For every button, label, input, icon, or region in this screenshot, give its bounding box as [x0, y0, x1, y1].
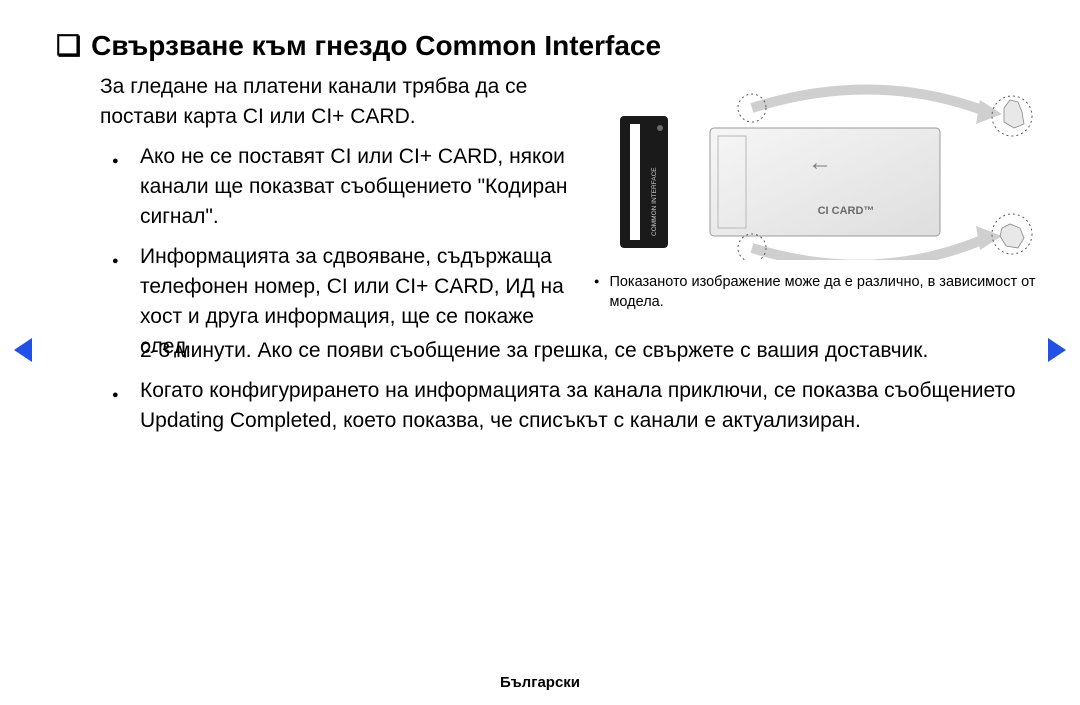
card-label: CI CARD™ [818, 205, 875, 217]
caption-bullet-icon: ● [594, 276, 599, 286]
page: ❏ Свързване към гнездо Common Interface … [0, 0, 1080, 705]
prev-page-arrow-icon[interactable] [14, 338, 32, 362]
page-title: Свързване към гнездо Common Interface [91, 28, 661, 64]
text-column: За гледане на платени канали трябва да с… [100, 72, 578, 372]
content: За гледане на платени канали трябва да с… [100, 72, 1042, 436]
slot-label: COMMON INTERFACE [651, 167, 658, 236]
bullet-item-continuation: 2-3 минути. Ако се появи съобщение за гр… [140, 336, 1042, 366]
title-bullet-icon: ❏ [56, 28, 81, 64]
figure-caption-row: ● Показаното изображение може да е разли… [594, 272, 1042, 312]
next-page-arrow-icon[interactable] [1048, 338, 1066, 362]
bullet-item: Ако не се поставят CI или CI+ CARD, няко… [140, 142, 578, 232]
intro-text: За гледане на платени канали трябва да с… [100, 72, 578, 132]
figure-caption: Показаното изображение може да е различн… [609, 272, 1042, 312]
figure-column: COMMON INTERFACE [578, 72, 1042, 372]
title-row: ❏ Свързване към гнездо Common Interface [56, 28, 1042, 64]
upper-row: За гледане на платени канали трябва да с… [100, 72, 1042, 372]
ci-card-figure: COMMON INTERFACE [602, 80, 1042, 260]
footer-language: Български [0, 674, 1080, 691]
ci-card-illustration-icon: COMMON INTERFACE [602, 80, 1042, 260]
bullet-list-narrow: Ако не се поставят CI или CI+ CARD, няко… [100, 142, 578, 362]
bullet-list-full: 2-3 минути. Ако се появи съобщение за гр… [100, 336, 1042, 436]
card-arrow-icon: ← [808, 149, 832, 176]
bullet-item: Когато конфигурирането на информацията з… [140, 376, 1042, 436]
